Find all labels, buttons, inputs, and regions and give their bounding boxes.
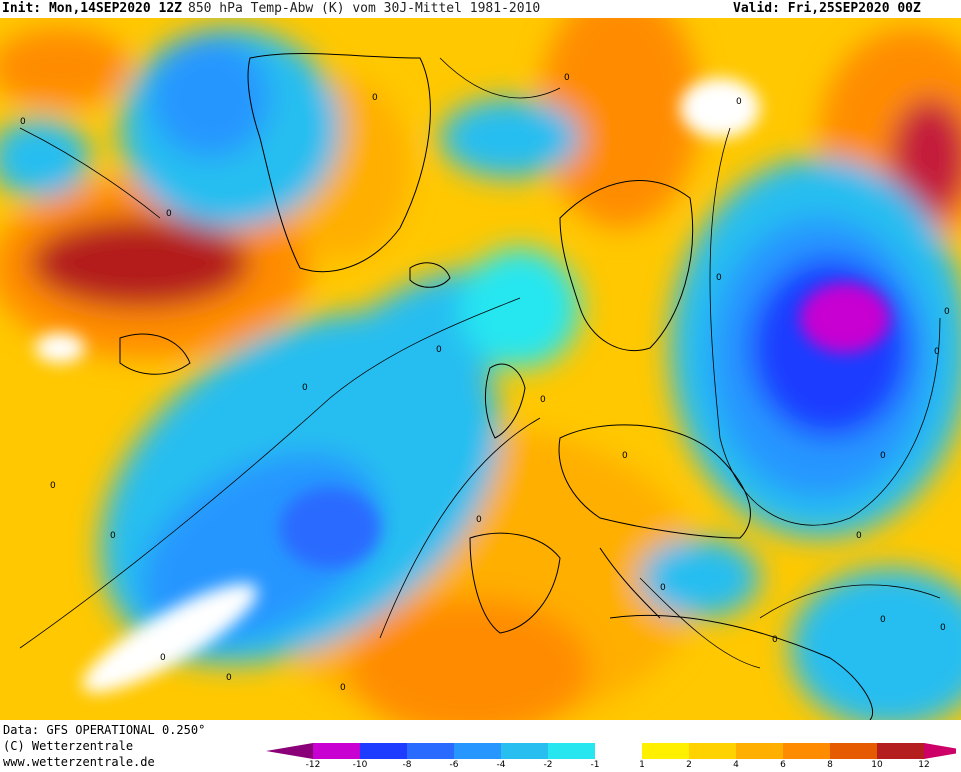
legend-tick-label: -1 (590, 760, 600, 770)
legend-swatch (736, 743, 783, 759)
legend-tick-label: -12 (305, 760, 321, 770)
legend-swatch (689, 743, 736, 759)
legend-tick-label: 2 (686, 760, 692, 770)
legend-swatch (830, 743, 877, 759)
temperature-anomaly-map: 0 0 0 0 0 0 0 0 0 0 0 0 0 0 0 0 0 0 0 0 … (0, 18, 961, 720)
legend-tick-label: -4 (496, 760, 506, 770)
contour-label: 0 (564, 73, 570, 83)
contour-label: 0 (160, 653, 166, 663)
legend-tick-label: 12 (918, 760, 930, 770)
contour-label: 0 (166, 209, 172, 219)
legend-swatch (501, 743, 548, 759)
contour-label: 0 (226, 673, 232, 683)
legend-swatch (548, 743, 595, 759)
website-label: www.wetterzentrale.de (3, 755, 155, 769)
map-title: 850 hPa Temp-Abw (K) vom 30J-Mittel 1981… (188, 1, 541, 16)
contour-label: 0 (20, 117, 26, 127)
legend-color-bar (266, 743, 961, 759)
copyright-label: (C) Wetterzentrale (3, 739, 134, 753)
map-canvas: 0 0 0 0 0 0 0 0 0 0 0 0 0 0 0 0 0 0 0 0 … (0, 18, 961, 720)
legend-tick-label: -10 (352, 760, 368, 770)
contour-label: 0 (476, 515, 482, 525)
contour-label: 0 (940, 623, 946, 633)
contour-label: 0 (50, 481, 56, 491)
contour-label: 0 (934, 347, 940, 357)
legend-swatch (266, 743, 313, 759)
legend-swatch (924, 743, 961, 759)
contour-label: 0 (944, 307, 950, 317)
contour-label: 0 (660, 583, 666, 593)
data-source-label: Data: GFS OPERATIONAL 0.250° (3, 723, 206, 737)
legend-swatch (642, 743, 689, 759)
contour-labels: 0 0 0 0 0 0 0 0 0 0 0 0 0 0 0 0 0 0 0 0 … (20, 73, 950, 693)
contour-label: 0 (372, 93, 378, 103)
contour-label: 0 (340, 683, 346, 693)
contour-label: 0 (302, 383, 308, 393)
legend-swatch (454, 743, 501, 759)
contour-label: 0 (110, 531, 116, 541)
valid-time-label: Valid: Fri,25SEP2020 00Z (733, 1, 921, 16)
contour-label: 0 (436, 345, 442, 355)
zero-contours (19, 57, 941, 669)
header-bar: Init: Mon,14SEP2020 12Z 850 hPa Temp-Abw… (0, 0, 961, 18)
legend-tick-label: 8 (827, 760, 833, 770)
legend-swatch (360, 743, 407, 759)
legend-tick-label: 4 (733, 760, 739, 770)
legend-swatch (313, 743, 360, 759)
contour-label: 0 (540, 395, 546, 405)
legend-swatch (877, 743, 924, 759)
contour-label: 0 (736, 97, 742, 107)
contour-label: 0 (856, 531, 862, 541)
legend-swatch (595, 743, 642, 759)
legend-tick-label: -2 (543, 760, 553, 770)
legend-tick-label: -8 (402, 760, 412, 770)
contour-label: 0 (622, 451, 628, 461)
legend-tick-label: -6 (449, 760, 459, 770)
contour-label: 0 (880, 451, 886, 461)
legend-swatch (783, 743, 830, 759)
color-legend: -12 -10 -8 -6 -4 -2 -1 1 2 4 6 8 10 12 (256, 742, 961, 772)
legend-swatch (407, 743, 454, 759)
contour-label: 0 (716, 273, 722, 283)
legend-tick-label: 6 (780, 760, 786, 770)
contour-label: 0 (772, 635, 778, 645)
legend-tick-label: 10 (871, 760, 883, 770)
contour-label: 0 (880, 615, 886, 625)
legend-tick-label: 1 (639, 760, 645, 770)
init-time-label: Init: Mon,14SEP2020 12Z (2, 1, 183, 16)
coastlines (119, 53, 874, 720)
